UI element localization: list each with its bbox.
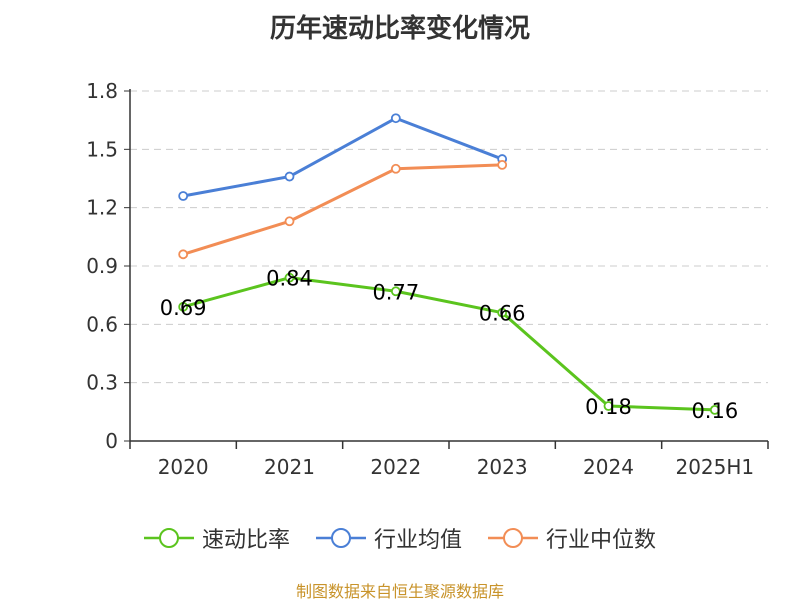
data-point: [603, 401, 614, 411]
legend-item-industry-median[interactable]: 行业中位数: [488, 522, 656, 554]
data-point: [178, 301, 189, 312]
chart-title: 历年速动比率变化情况: [269, 14, 530, 44]
data-point: [178, 249, 189, 260]
data-label: 0.69: [160, 296, 207, 320]
x-tick-label: 2025H1: [675, 455, 754, 479]
data-label: 0.18: [585, 395, 632, 419]
x-tick-label: 2020: [158, 455, 209, 479]
series-line-2: [182, 163, 503, 256]
legend-label-quick-ratio: 速动比率: [201, 528, 290, 553]
data-point: [497, 159, 508, 170]
y-tick-label: 1.2: [86, 196, 118, 220]
y-tick-label: 0.9: [86, 254, 118, 278]
y-tick-label: 0.3: [86, 371, 118, 395]
data-point: [284, 216, 295, 227]
data-point: [390, 286, 401, 297]
data-point: [497, 307, 508, 318]
y-tick-label: 0.6: [86, 312, 118, 336]
legend-swatch-quick-ratio: [143, 528, 194, 548]
legend-label-industry-mean: 行业均值: [373, 528, 462, 553]
y-tick-label: 1.8: [86, 79, 118, 103]
data-label: 0.84: [266, 267, 313, 291]
data-label: 0.66: [479, 302, 526, 326]
legend: 速动比率 行业均值 行业中位数: [0, 520, 800, 556]
data-label: 0.16: [691, 399, 738, 423]
data-point: [284, 272, 295, 283]
series-line-0: [182, 276, 715, 412]
data-point: [178, 191, 189, 201]
legend-item-industry-mean[interactable]: 行业均值: [315, 522, 462, 554]
data-label: 0.77: [372, 280, 419, 304]
x-tick-label: 2022: [370, 455, 421, 479]
x-tick-label: 2023: [477, 455, 528, 479]
data-point: [709, 404, 720, 415]
y-tick-label: 1.5: [86, 137, 118, 161]
x-tick-label: 2021: [264, 455, 315, 479]
legend-swatch-industry-median: [488, 528, 538, 548]
x-tick-label: 2024: [583, 455, 634, 479]
legend-swatch-industry-mean: [315, 528, 366, 548]
data-point: [284, 171, 295, 182]
source-note: 制图数据来自恒生聚源数据库: [295, 582, 504, 601]
y-tick-label: 0: [105, 429, 118, 453]
series-line-1: [182, 116, 503, 198]
data-point: [390, 113, 401, 124]
legend-item-quick-ratio[interactable]: 速动比率: [143, 522, 290, 554]
data-point: [390, 163, 401, 174]
legend-label-industry-median: 行业中位数: [546, 528, 657, 553]
